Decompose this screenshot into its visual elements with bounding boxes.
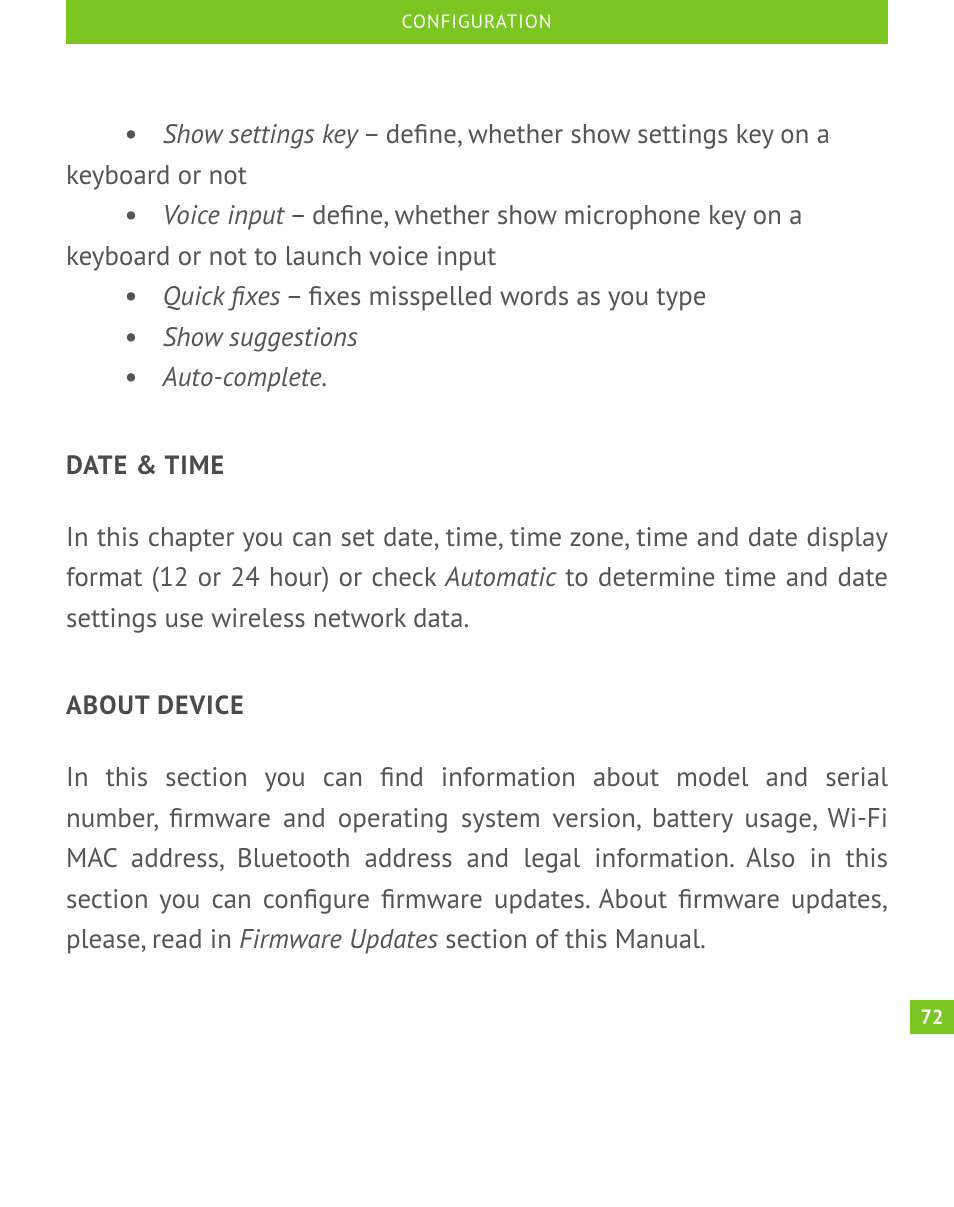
body-text: section of this Manual.	[438, 922, 706, 956]
header-title: CONFIGURATION	[401, 10, 552, 34]
list-item: • Show settings key – define, whether sh…	[66, 114, 888, 195]
bullet-icon: •	[121, 114, 141, 155]
bullet-rest: fixes misspelled words as you type	[308, 279, 706, 313]
bullet-term: Voice input	[163, 198, 284, 232]
page: CONFIGURATION • Show settings key – defi…	[0, 0, 954, 1020]
bullet-term: Auto-complete.	[163, 360, 328, 394]
bullet-icon: •	[121, 317, 141, 358]
bullet-term: Show suggestions	[163, 320, 358, 354]
list-item: • Quick fixes – fixes misspelled words a…	[66, 276, 888, 317]
bullet-term: Quick fixes	[163, 279, 281, 313]
header-band: CONFIGURATION	[66, 0, 888, 44]
page-number: 72	[910, 1000, 954, 1034]
body-em: Firmware Updates	[239, 922, 438, 956]
bullet-icon: •	[121, 195, 141, 236]
content-area: • Show settings key – define, whether sh…	[66, 44, 888, 960]
body-em: Automatic	[445, 560, 556, 594]
list-item: • Voice input – define, whether show mic…	[66, 195, 888, 276]
bullet-sep: –	[358, 117, 386, 151]
section-heading-date-time: DATE & TIME	[66, 446, 888, 485]
section-body-about-device: In this section you can find information…	[66, 757, 888, 960]
bullet-sep: –	[281, 279, 309, 313]
section-heading-about-device: ABOUT DEVICE	[66, 686, 888, 725]
list-item: • Auto-complete.	[66, 357, 888, 398]
bullet-icon: •	[121, 276, 141, 317]
bullet-term: Show settings key	[163, 117, 358, 151]
bullet-sep: –	[284, 198, 312, 232]
bullet-icon: •	[121, 357, 141, 398]
section-body-date-time: In this chapter you can set date, time, …	[66, 517, 888, 639]
bullet-list: • Show settings key – define, whether sh…	[66, 114, 888, 398]
list-item: • Show suggestions	[66, 317, 888, 358]
